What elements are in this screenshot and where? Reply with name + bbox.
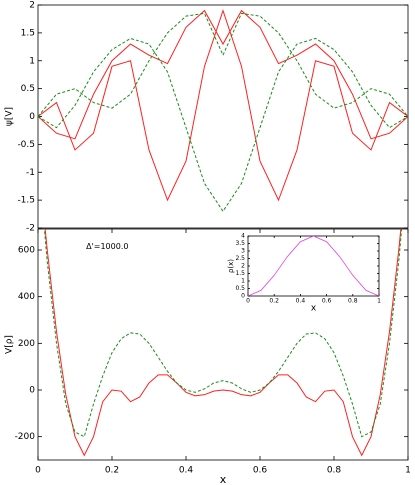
x-axis-label: x	[220, 473, 227, 485]
y-tick-label: 200	[18, 339, 35, 349]
curves	[248, 236, 379, 296]
y-tick-label: 3	[241, 248, 245, 255]
inset: 00.511.522.533.540 0.2 0.4 0.6 0.8 1ρ(x)x	[227, 233, 381, 314]
x-tick-label: 0.6	[253, 466, 268, 476]
y-tick-label: 1	[241, 278, 245, 285]
curve	[38, 12, 408, 117]
y-tick-label: -1	[26, 168, 35, 178]
plot-frame	[247, 235, 380, 297]
x-axis-label: x	[311, 304, 317, 314]
y-tick-label: 400	[18, 292, 35, 302]
y-tick-label: -1.5	[17, 196, 35, 206]
y-tick-label: 2.5	[235, 255, 245, 262]
y-axis-label: V[ρ]	[5, 335, 15, 354]
curves	[38, 8, 408, 213]
x-tick-label: 0.8	[327, 466, 342, 476]
y-tick-label: 1.5	[235, 270, 245, 277]
x-tick-label: 1	[405, 466, 411, 476]
y-tick-label: 0.5	[21, 84, 35, 94]
x-tick-label: 0	[246, 298, 250, 305]
y-tick-label: 2	[29, 1, 35, 11]
curve	[38, 9, 408, 140]
y-tick-label: 600	[18, 246, 35, 256]
curve	[44, 229, 402, 457]
y-tick-label: -0.5	[17, 140, 35, 150]
y-tick-label: -2	[26, 224, 35, 234]
y-tick-label: 0	[241, 293, 245, 300]
plot-frame	[37, 4, 409, 229]
y-tick-label: 0	[29, 112, 35, 122]
curve	[38, 37, 408, 213]
y-tick-label: 3.5	[235, 240, 245, 247]
x-tick-label: 0.8	[348, 298, 358, 305]
annotation: Δ'=1000.0	[86, 242, 128, 251]
x-tick-label: 1	[377, 298, 381, 305]
y-tick-label: 1.5	[21, 28, 35, 38]
y-tick-label: 1	[29, 56, 35, 66]
y-tick-label: 2	[241, 263, 245, 270]
x-tick-label: 0.2	[105, 466, 119, 476]
y-tick-label: 0	[29, 386, 35, 396]
y-axis-label: ρ(x)	[227, 259, 235, 273]
curves	[43, 229, 403, 457]
curve	[248, 236, 379, 296]
y-tick-label: 0.5	[235, 285, 245, 292]
x-tick-label: 0.2	[269, 298, 279, 305]
y-tick-label: 4	[241, 233, 245, 240]
x-tick-label: 0	[35, 466, 41, 476]
panel: -2 -1.5 -1 -0.5 0 0.5 1 1.5 2 ψ[V]	[5, 1, 409, 234]
x-tick-label: 0.4	[179, 466, 194, 476]
curve	[38, 8, 408, 202]
y-tick-label: -200	[15, 432, 36, 442]
x-tick-label: 0.4	[296, 298, 306, 305]
x-tick-label: 0.6	[322, 298, 332, 305]
curve	[43, 229, 403, 438]
y-axis-label: ψ[V]	[5, 107, 15, 126]
